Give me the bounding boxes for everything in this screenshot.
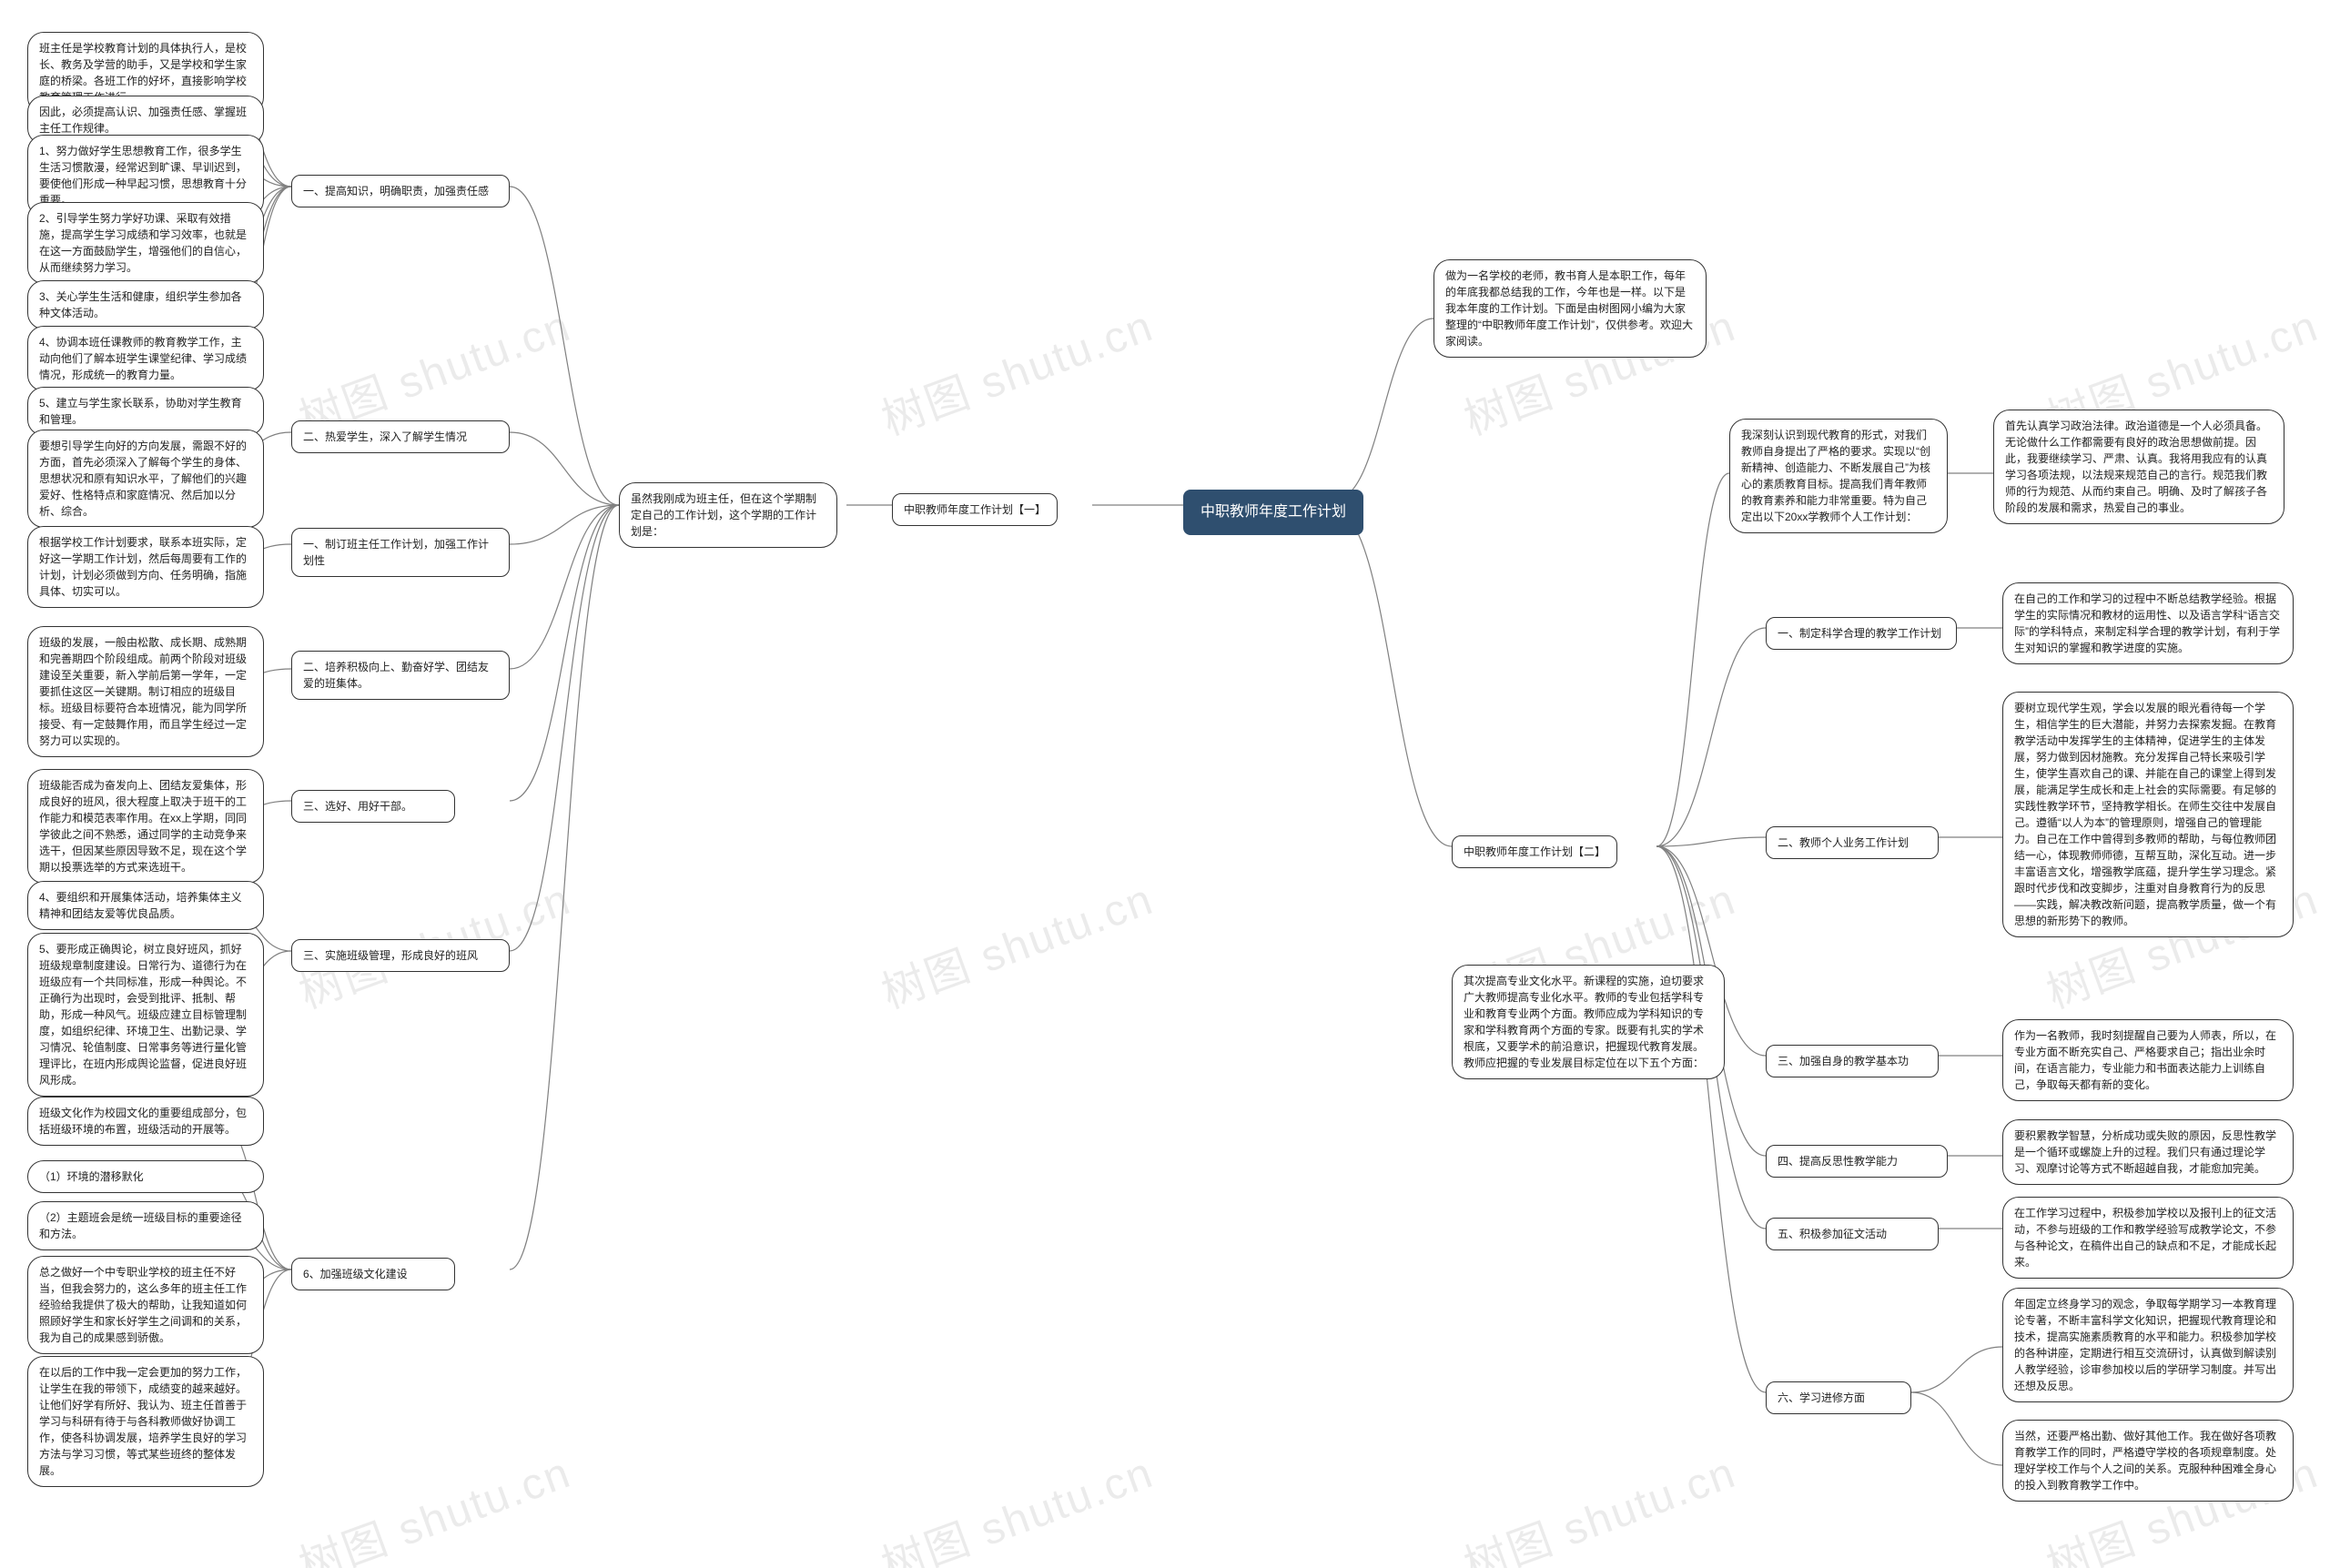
watermark: 树图 shutu.cn (871, 1437, 1160, 1568)
plan1-s3: 一、制订班主任工作计划，加强工作计划性 (291, 528, 510, 577)
plan2-s2: 二、教师个人业务工作计划 (1766, 826, 1939, 859)
root-node: 中职教师年度工作计划 (1183, 490, 1363, 535)
plan1-s6: 三、实施班级管理，形成良好的班风 (291, 939, 510, 972)
plan1-s7-c3: 总之做好一个中专职业学校的班主任不好当，但我会努力的，这么多年的班主任工作经验给… (27, 1256, 264, 1354)
watermark: 树图 shutu.cn (289, 1437, 578, 1568)
connector-layer (0, 0, 2330, 1568)
watermark: 树图 shutu.cn (871, 864, 1160, 1021)
plan1-s1-c5: 3、关心学生生活和健康，组织学生参加各种文体活动。 (27, 280, 264, 329)
plan2-s5: 五、积极参加征文活动 (1766, 1218, 1939, 1250)
plan1-s6-c1: 4、要组织和开展集体活动，培养集体主义精神和团结友爱等优良品质。 (27, 881, 264, 930)
plan1-bridge: 虽然我刚成为班主任，但在这个学期制定自己的工作计划，这个学期的工作计划是： (619, 482, 837, 548)
watermark: 树图 shutu.cn (871, 290, 1160, 448)
plan1-s1-c6: 4、协调本班任课教师的教育教学工作，主动向他们了解本班学生课堂纪律、学习成绩情况… (27, 326, 264, 391)
plan1-s2-c1: 要想引导学生向好的方向发展，需跟不好的方面，首先必须深入了解每个学生的身体、思想… (27, 430, 264, 528)
plan1-s7: 6、加强班级文化建设 (291, 1258, 455, 1290)
plan1-s7-c4: 在以后的工作中我一定会更加的努力工作，让学生在我的带领下，成绩变的越来越好。让他… (27, 1356, 264, 1487)
watermark: 树图 shutu.cn (1454, 1437, 1743, 1568)
intro-node: 做为一名学校的老师，教书育人是本职工作，每年的年底我都总结我的工作，今年也是一样… (1433, 259, 1707, 358)
plan1-s4-c1: 班级的发展，一般由松散、成长期、成熟期和完善期四个阶段组成。前两个阶段对班级建设… (27, 626, 264, 757)
plan1-s1-c4: 2、引导学生努力学好功课、采取有效措施，提高学生学习成绩和学习效率，也就是在这一… (27, 202, 264, 284)
plan1-s7-c2: （2）主题班会是统一班级目标的重要途径和方法。 (27, 1201, 264, 1250)
plan1-s6-c2: 5、要形成正确舆论，树立良好班风，抓好班级规章制度建设。日常行为、道德行为在班级… (27, 933, 264, 1097)
plan1-node: 中职教师年度工作计划【一】 (892, 493, 1058, 526)
plan1-s2: 二、热爱学生，深入了解学生情况 (291, 420, 510, 453)
plan2-s6: 六、学习进修方面 (1766, 1381, 1911, 1414)
plan2-s1-c1: 在自己的工作和学习的过程中不断总结教学经验。根据学生的实际情况和教材的运用性、以… (2002, 582, 2294, 664)
plan2-s2-c1: 要树立现代学生观，学会以发展的眼光看待每一个学生，相信学生的巨大潜能，并努力去探… (2002, 692, 2294, 937)
plan1-s5: 三、选好、用好干部。 (291, 790, 455, 823)
plan2-s4: 四、提高反思性教学能力 (1766, 1145, 1948, 1178)
plan1-s5-c1: 班级能否成为奋发向上、团结友爱集体，形成良好的班风，很大程度上取决于班干的工作能… (27, 769, 264, 884)
plan2-s4-c1: 要积累教学智慧，分析成功或失败的原因，反思性教学是一个循环或螺旋上升的过程。我们… (2002, 1119, 2294, 1185)
plan1-s7-c1: （1）环境的潜移默化 (27, 1160, 264, 1193)
plan2-s6-c2: 当然，还要严格出勤、做好其他工作。我在做好各项教育教学工作的同时，严格遵守学校的… (2002, 1420, 2294, 1502)
plan2-bridge-r: 首先认真学习政治法律。政治道德是一个人必须具备。无论做什么工作都需要有良好的政治… (1993, 410, 2284, 524)
plan2-s3-intro: 其次提高专业文化水平。新课程的实施，迫切要求广大教师提高专业化水平。教师的专业包… (1452, 965, 1725, 1079)
plan1-s7-intro: 班级文化作为校园文化的重要组成部分，包括班级环境的布置，班级活动的开展等。 (27, 1097, 264, 1146)
plan1-s4: 二、培养积极向上、勤奋好学、团结友爱的班集体。 (291, 651, 510, 700)
plan2-s1: 一、制定科学合理的教学工作计划 (1766, 617, 1957, 650)
plan2-s6-c1: 年固定立终身学习的观念，争取每学期学习一本教育理论专著，不断丰富科学文化知识，把… (2002, 1288, 2294, 1402)
plan1-s1: 一、提高知识，明确职责，加强责任感 (291, 175, 510, 207)
plan1-s3-c1: 根据学校工作计划要求，联系本班实际，定好这一学期工作计划，然后每周要有工作的计划… (27, 526, 264, 608)
plan1-s1-c7: 5、建立与学生家长联系，协助对学生教育和管理。 (27, 387, 264, 436)
plan2-node: 中职教师年度工作计划【二】 (1452, 835, 1617, 868)
plan2-s3-c1: 作为一名教师，我时刻提醒自己要为人师表，所以，在专业方面不断充实自己、严格要求自… (2002, 1019, 2294, 1101)
plan2-bridge: 我深刻认识到现代教育的形式，对我们教师自身提出了严格的要求。实现以“创新精神、创… (1729, 419, 1948, 533)
plan2-s5-c1: 在工作学习过程中，积极参加学校以及报刊上的征文活动，不参与班级的工作和教学经验写… (2002, 1197, 2294, 1279)
plan2-s3: 三、加强自身的教学基本功 (1766, 1045, 1939, 1077)
